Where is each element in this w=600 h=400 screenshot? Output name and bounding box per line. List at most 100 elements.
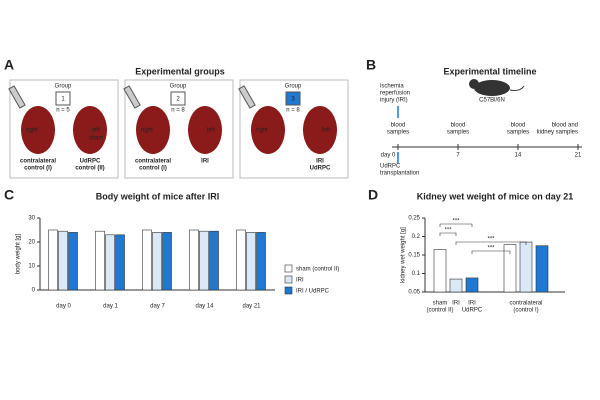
kidney-label: left xyxy=(322,128,330,134)
group-caption: IRI xyxy=(316,159,324,165)
number-box xyxy=(285,91,301,106)
legend-swatch xyxy=(284,275,293,284)
timeline-tick-label: 14 xyxy=(515,153,522,159)
legend-label: IRI xyxy=(296,278,304,284)
group-n: n = 8 xyxy=(286,108,300,114)
sig-label: *** xyxy=(444,228,452,234)
panel-letter: D xyxy=(368,187,378,203)
mouse-label: C57Bl/6N xyxy=(479,98,505,104)
legend-label: sham (control II) xyxy=(296,267,339,273)
group-number: 3 xyxy=(291,97,295,103)
panel-title: Experimental groups xyxy=(135,66,225,76)
kidney xyxy=(21,106,55,154)
y-tick-label: 0 xyxy=(32,288,36,294)
x-tick-label: day 7 xyxy=(150,304,165,310)
sig-label: *** xyxy=(487,246,495,252)
bar xyxy=(465,277,479,293)
x-tick-label: (control II) xyxy=(426,308,453,314)
sample-label: samples xyxy=(387,130,409,136)
y-tick-label: 0.1 xyxy=(412,271,421,277)
y-tick-label: 30 xyxy=(28,216,35,222)
bar xyxy=(162,232,172,291)
x-tick-label: day 14 xyxy=(195,304,214,310)
number-box xyxy=(170,91,186,106)
y-tick-label: 0.25 xyxy=(408,216,420,222)
group-caption: control (I) xyxy=(139,166,167,172)
number-box xyxy=(55,91,71,106)
bar xyxy=(503,244,517,293)
timeline-tick-label: day 0 xyxy=(381,153,396,159)
panel-letter: A xyxy=(4,57,14,73)
sig-bracket xyxy=(455,241,527,245)
kidney xyxy=(251,106,285,154)
group-caption: UdRPC xyxy=(80,159,101,165)
group-label: Group xyxy=(170,84,187,90)
y-tick-label: 20 xyxy=(28,240,35,246)
sample-label: blood xyxy=(451,123,466,129)
sample-label: samples xyxy=(507,130,529,136)
y-tick-label: 0.15 xyxy=(408,253,420,259)
bar xyxy=(236,229,246,291)
kidney-label: sham xyxy=(89,136,104,142)
group-label: Group xyxy=(55,84,72,90)
bar xyxy=(105,234,115,291)
kidney-label: right xyxy=(26,128,38,134)
kidney-label: left xyxy=(207,128,215,134)
syringe xyxy=(238,85,256,109)
sig-bracket xyxy=(471,250,511,254)
kidney-label: right xyxy=(141,128,153,134)
x-tick-label: day 1 xyxy=(103,304,118,310)
legend-label: IRI / UdRPC xyxy=(296,289,330,295)
event-label: injury (IRI) xyxy=(380,98,408,104)
bar xyxy=(256,232,266,291)
sig-label: *** xyxy=(487,237,495,243)
group-n: n = 8 xyxy=(171,108,185,114)
bar xyxy=(535,245,549,293)
group-caption: UdRPC xyxy=(310,166,331,172)
group-caption: control (I) xyxy=(24,166,52,172)
y-tick-label: 10 xyxy=(28,264,35,270)
legend-swatch xyxy=(284,264,293,273)
bar xyxy=(433,249,447,293)
x-tick-label: IRI xyxy=(468,301,476,307)
group-caption: control (II) xyxy=(75,166,104,172)
bar xyxy=(58,230,68,291)
sig-label: *** xyxy=(452,219,460,225)
kidney-label: left xyxy=(92,128,100,134)
group-caption: contralateral xyxy=(20,159,56,165)
syringe xyxy=(123,85,141,109)
kidney xyxy=(303,106,337,154)
kidney xyxy=(136,106,170,154)
bar xyxy=(115,234,125,291)
legend-swatch xyxy=(284,286,293,295)
y-axis-label: body weight [g] xyxy=(16,233,22,274)
timeline-tick-label: 21 xyxy=(575,153,582,159)
y-axis-label: kidney wet weight [g] xyxy=(401,227,407,283)
group-number: 1 xyxy=(61,97,65,103)
bar xyxy=(48,229,58,291)
group-caption: IRI xyxy=(201,159,209,165)
group-n: n = 5 xyxy=(56,108,70,114)
bar xyxy=(189,229,199,291)
timeline-tick-label: 7 xyxy=(456,153,460,159)
bar xyxy=(142,229,152,291)
sample-label: blood and xyxy=(552,123,578,129)
panel-letter: C xyxy=(4,187,14,203)
event-label: reperfusion xyxy=(380,91,410,97)
x-tick-label: day 21 xyxy=(242,304,261,310)
group-number: 2 xyxy=(176,97,180,103)
bar xyxy=(152,232,162,291)
x-tick-label: contralateral xyxy=(509,301,542,307)
bar xyxy=(199,230,209,291)
sample-label: kidney samples xyxy=(537,130,578,136)
panel-title: Experimental timeline xyxy=(443,66,536,76)
bar xyxy=(68,232,78,291)
group-caption: contralateral xyxy=(135,159,171,165)
y-tick-label: 0.05 xyxy=(408,290,420,296)
panel-letter: B xyxy=(366,57,376,73)
x-tick-label: (control I) xyxy=(513,308,538,314)
mouse-icon xyxy=(469,79,525,96)
bar xyxy=(209,230,219,291)
bar xyxy=(449,278,463,293)
